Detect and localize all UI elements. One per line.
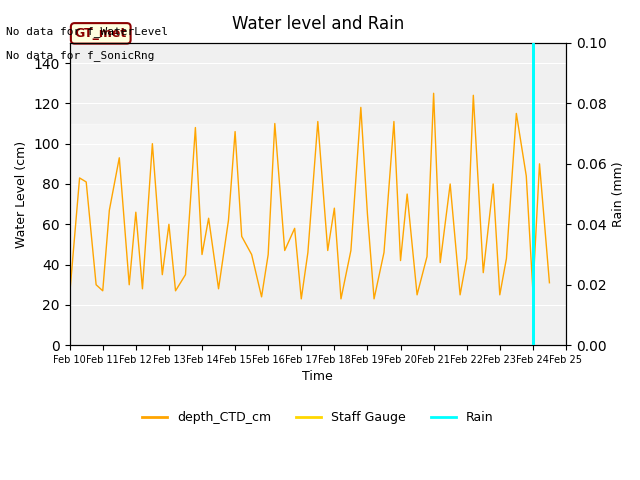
Bar: [70, 123, 566, 264]
Y-axis label: Rain (mm): Rain (mm): [612, 161, 625, 227]
Text: No data for f_SonicRng: No data for f_SonicRng: [6, 49, 155, 60]
X-axis label: Time: Time: [303, 371, 333, 384]
Text: No data for f_WaterLevel: No data for f_WaterLevel: [6, 25, 168, 36]
Text: GT_met: GT_met: [75, 27, 127, 40]
Title: Water level and Rain: Water level and Rain: [232, 15, 404, 33]
Legend: depth_CTD_cm, Staff Gauge, Rain: depth_CTD_cm, Staff Gauge, Rain: [137, 406, 499, 429]
Y-axis label: Water Level (cm): Water Level (cm): [15, 141, 28, 248]
